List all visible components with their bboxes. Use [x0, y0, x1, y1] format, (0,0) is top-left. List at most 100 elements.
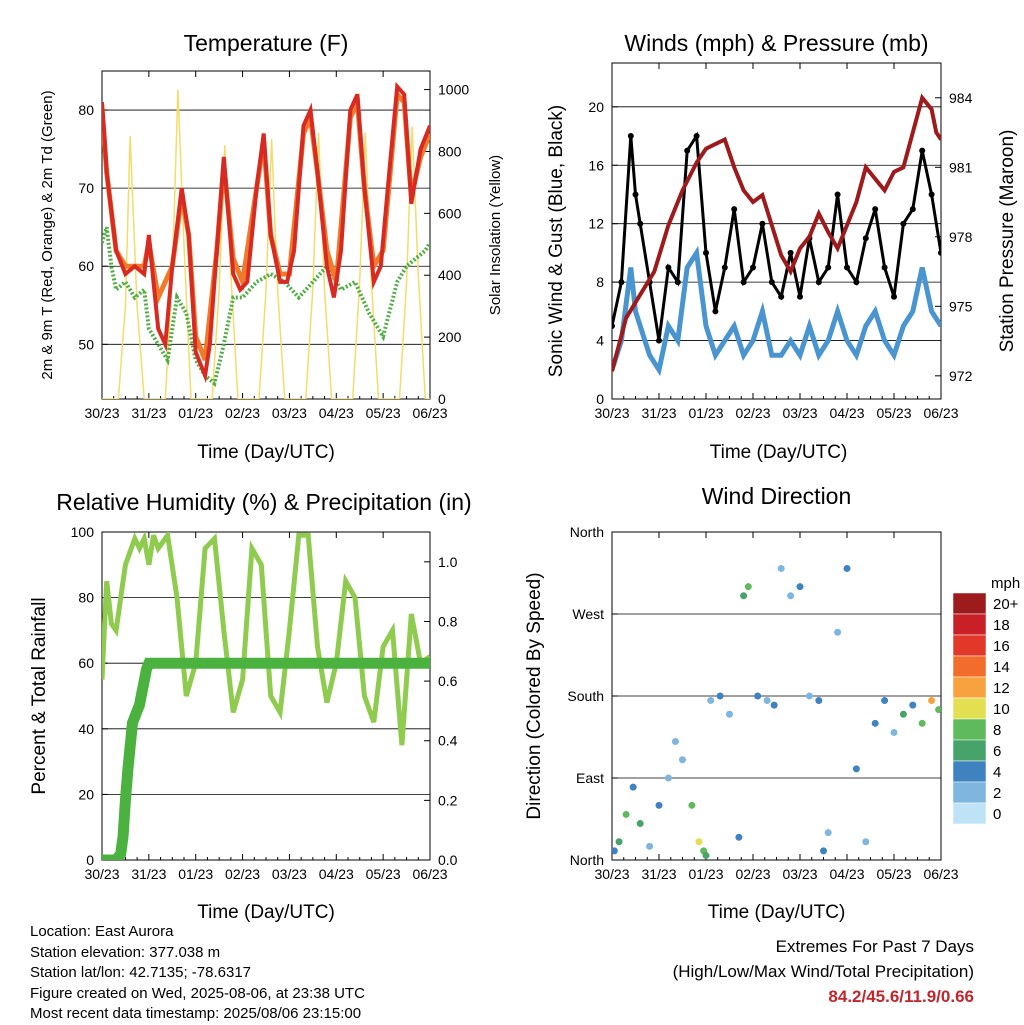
wind-plot: 0 4 8 12 16 20 972 975 978 981 984 30/23 31/23 01/23 0… [546, 62, 1018, 463]
direction-point [935, 706, 941, 714]
y-tick-label: 20 [78, 786, 94, 802]
direction-point [928, 697, 936, 705]
x-tick-label: 06/23 [412, 866, 447, 882]
y-tick-label: 100 [71, 524, 95, 540]
x-tick-label: 31/23 [641, 866, 676, 882]
rh-plot: 0 20 40 60 80 100 0.0 0.2 0.4 0.6 0.8 1.0 30/23 31/23… [29, 524, 458, 923]
x-tick-label: 03/23 [272, 866, 307, 882]
direction-point [688, 801, 696, 809]
legend-swatch [952, 655, 987, 678]
y2-tick-label: 0.6 [438, 673, 458, 689]
y-tick-label: 20 [588, 99, 604, 115]
wind-title: Winds (mph) & Pressure (mb) [624, 30, 928, 56]
y-tick-label: North [570, 852, 604, 868]
legend-label: 20+ [993, 596, 1019, 613]
y-tick-label: East [576, 770, 604, 786]
direction-point [763, 697, 771, 705]
solar-line [102, 89, 430, 399]
temp-title: Temperature (F) [184, 30, 349, 56]
x-tick-label: 01/23 [688, 405, 723, 421]
rh-ylabel: Percent & Total Rainfall [29, 597, 50, 794]
x-tick-label: 31/23 [131, 405, 166, 421]
y2-tick-label: 0.8 [438, 613, 458, 629]
y2-tick-label: 800 [438, 143, 462, 159]
recent-text: Most recent data timestamp: 2025/08/06 2… [30, 1005, 362, 1022]
y2-tick-label: 200 [438, 329, 462, 345]
dewpoint-line [102, 226, 430, 387]
legend-label: 4 [993, 764, 1001, 781]
y-tick-label: 60 [78, 655, 94, 671]
legend-label: 16 [993, 638, 1010, 655]
dir-ylabel: Direction (Colored By Speed) [524, 572, 545, 819]
direction-point [787, 592, 795, 600]
rh-xlabel: Time (Day/UTC) [197, 902, 335, 923]
temp-series-group [102, 81, 430, 399]
direction-point [664, 774, 672, 782]
legend-label: 10 [993, 701, 1010, 718]
x-tick-label: 03/23 [272, 405, 307, 421]
x-tick-label: 04/23 [319, 866, 354, 882]
direction-point [707, 697, 715, 705]
legend-swatch [952, 760, 987, 783]
y-tick-label: 8 [596, 274, 604, 290]
gust-line [612, 131, 941, 341]
x-tick-label: 04/23 [829, 405, 864, 421]
rh-title: Relative Humidity (%) & Precipitation (i… [56, 489, 471, 515]
y2-tick-label: 0.4 [438, 733, 458, 749]
dir-xlabel: Time (Day/UTC) [708, 902, 846, 923]
extremes-box: Extremes For Past 7 Days (High/Low/Max W… [673, 934, 974, 1009]
x-tick-label: 02/23 [225, 405, 260, 421]
temp-y2label: Solar Insolation (Yellow) [487, 155, 504, 315]
y2-tick-label: 975 [949, 298, 973, 314]
y-tick-label: 60 [78, 258, 94, 274]
legend-swatch [952, 592, 987, 615]
legend-label: 18 [993, 617, 1010, 634]
direction-point [622, 810, 630, 818]
y-tick-label: 80 [78, 102, 94, 118]
direction-point [655, 801, 663, 809]
direction-point [744, 583, 752, 591]
temp-xlabel: Time (Day/UTC) [197, 442, 335, 463]
direction-point [726, 710, 733, 718]
direction-point [671, 738, 679, 746]
direction-point [695, 838, 703, 846]
legend-title: mph [991, 575, 1020, 592]
x-tick-label: 30/23 [594, 866, 629, 882]
legend-swatch [952, 676, 987, 699]
direction-point [646, 842, 654, 850]
direction-point [871, 719, 879, 727]
y-tick-label: West [572, 606, 604, 622]
x-tick-label: 30/23 [84, 405, 119, 421]
y2-tick-label: 0 [438, 391, 446, 407]
speed-legend: mph 20+ 18 16 14 12 10 8 6 4 2 0 [952, 575, 1020, 825]
direction-point [740, 592, 748, 600]
x-tick-label: 30/23 [594, 405, 629, 421]
y2-tick-label: 978 [949, 229, 973, 245]
y-tick-label: North [570, 524, 604, 540]
y-tick-label: 40 [78, 721, 94, 737]
x-tick-label: 02/23 [735, 405, 770, 421]
y2-tick-label: 972 [949, 368, 973, 384]
legend-swatch [952, 634, 987, 657]
direction-point [777, 564, 785, 572]
y2-tick-label: 0.2 [438, 792, 458, 808]
temp9m-line [102, 88, 430, 361]
wind-xlabel: Time (Day/UTC) [710, 442, 848, 463]
x-tick-label: 05/23 [876, 866, 911, 882]
dir-title: Wind Direction [702, 483, 852, 509]
direction-point [796, 583, 804, 591]
direction-point [629, 783, 637, 791]
y-tick-label: 12 [588, 216, 604, 232]
legend-label: 14 [993, 659, 1010, 676]
direction-point [612, 847, 618, 855]
y-tick-label: South [567, 688, 604, 704]
y2-tick-label: 981 [949, 159, 973, 175]
y-tick-label: 50 [78, 336, 94, 352]
direction-point [862, 838, 870, 846]
direction-point [636, 820, 644, 828]
precip-line [102, 657, 430, 860]
x-tick-label: 01/23 [688, 866, 723, 882]
temp-ylabel: 2m & 9m T (Red, Orange) & 2m Td (Green) [39, 90, 56, 379]
x-tick-label: 01/23 [178, 866, 213, 882]
y2-tick-label: 0.0 [438, 852, 458, 868]
